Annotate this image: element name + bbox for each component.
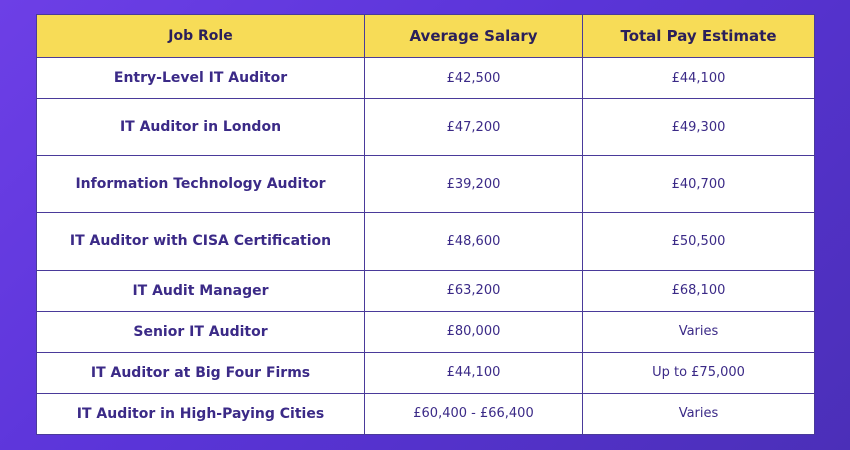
job-role-cell: Information Technology Auditor	[36, 155, 365, 214]
job-role-cell: IT Auditor in London	[36, 98, 365, 157]
average-salary-cell: £48,600	[364, 212, 583, 271]
table-row: IT Auditor with CISA Certification £48,6…	[36, 212, 815, 271]
job-role-cell: IT Auditor at Big Four Firms	[36, 351, 365, 394]
table-header-row: Job Role Average Salary Total Pay Estima…	[36, 14, 815, 58]
table-row: Entry-Level IT Auditor £42,500 £44,100	[36, 56, 815, 100]
total-pay-cell: Varies	[582, 392, 815, 436]
table-row: Senior IT Auditor £80,000 Varies	[36, 310, 815, 353]
total-pay-cell: £44,100	[582, 56, 815, 100]
total-pay-cell: £68,100	[582, 269, 815, 312]
header-total-pay-estimate: Total Pay Estimate	[582, 14, 815, 58]
average-salary-cell: £47,200	[364, 98, 583, 157]
job-role-cell: Entry-Level IT Auditor	[36, 56, 365, 100]
average-salary-cell: £44,100	[364, 351, 583, 394]
average-salary-cell: £63,200	[364, 269, 583, 312]
average-salary-cell: £60,400 - £66,400	[364, 392, 583, 436]
total-pay-cell: £50,500	[582, 212, 815, 271]
header-average-salary: Average Salary	[364, 14, 583, 58]
total-pay-cell: Varies	[582, 310, 815, 353]
table-row: IT Auditor in High-Paying Cities £60,400…	[36, 392, 815, 436]
job-role-cell: Senior IT Auditor	[36, 310, 365, 353]
table-row: Information Technology Auditor £39,200 £…	[36, 155, 815, 214]
total-pay-cell: £49,300	[582, 98, 815, 157]
total-pay-cell: £40,700	[582, 155, 815, 214]
job-role-cell: IT Audit Manager	[36, 269, 365, 312]
table-row: IT Auditor in London £47,200 £49,300	[36, 98, 815, 157]
table-row: IT Auditor at Big Four Firms £44,100 Up …	[36, 351, 815, 394]
salary-table-container: Job Role Average Salary Total Pay Estima…	[36, 14, 815, 436]
average-salary-cell: £42,500	[364, 56, 583, 100]
job-role-cell: IT Auditor in High-Paying Cities	[36, 392, 365, 436]
total-pay-cell: Up to £75,000	[582, 351, 815, 394]
average-salary-cell: £80,000	[364, 310, 583, 353]
average-salary-cell: £39,200	[364, 155, 583, 214]
table-row: IT Audit Manager £63,200 £68,100	[36, 269, 815, 312]
salary-table: Job Role Average Salary Total Pay Estima…	[36, 14, 815, 436]
header-job-role: Job Role	[36, 14, 365, 58]
job-role-cell: IT Auditor with CISA Certification	[36, 212, 365, 271]
